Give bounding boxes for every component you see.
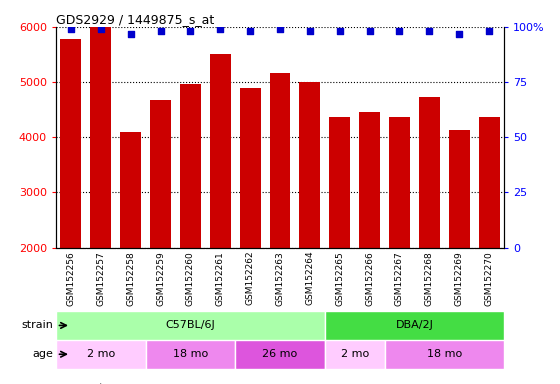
- Point: [126, 30, 135, 36]
- Bar: [56, 340, 146, 369]
- Bar: [325, 340, 385, 369]
- Text: 2 mo: 2 mo: [340, 349, 369, 359]
- Bar: [120, 132, 141, 248]
- Point: [156, 28, 165, 35]
- Text: DBA/2J: DBA/2J: [395, 320, 433, 331]
- Text: GSM152259: GSM152259: [156, 251, 165, 306]
- Point: [96, 26, 105, 32]
- Bar: [56, 311, 325, 340]
- Bar: [325, 311, 504, 340]
- Text: GSM152267: GSM152267: [395, 251, 404, 306]
- Text: 2 mo: 2 mo: [87, 349, 115, 359]
- Text: GSM152268: GSM152268: [425, 251, 434, 306]
- Bar: [235, 340, 325, 369]
- Text: ■: ■: [59, 381, 71, 384]
- Text: strain: strain: [21, 320, 53, 331]
- Point: [455, 30, 464, 36]
- Text: GSM152265: GSM152265: [335, 251, 344, 306]
- Text: GSM152260: GSM152260: [186, 251, 195, 306]
- Text: GSM152262: GSM152262: [246, 251, 255, 306]
- Point: [335, 28, 344, 35]
- Point: [276, 26, 284, 32]
- Bar: [419, 97, 440, 248]
- Point: [484, 28, 493, 35]
- Point: [395, 28, 404, 35]
- Text: count: count: [73, 383, 104, 384]
- Text: 26 mo: 26 mo: [263, 349, 297, 359]
- Bar: [329, 117, 350, 248]
- Text: 18 mo: 18 mo: [173, 349, 208, 359]
- Text: GSM152257: GSM152257: [96, 251, 105, 306]
- Text: 18 mo: 18 mo: [427, 349, 462, 359]
- Bar: [449, 130, 470, 248]
- Text: GSM152269: GSM152269: [455, 251, 464, 306]
- Point: [305, 28, 314, 35]
- Point: [425, 28, 434, 35]
- Bar: [385, 340, 504, 369]
- Bar: [300, 81, 320, 248]
- Bar: [210, 54, 231, 248]
- Bar: [150, 100, 171, 248]
- Bar: [180, 84, 201, 248]
- Text: GSM152264: GSM152264: [305, 251, 314, 306]
- Bar: [359, 112, 380, 248]
- Text: GSM152261: GSM152261: [216, 251, 225, 306]
- Text: GSM152266: GSM152266: [365, 251, 374, 306]
- Point: [365, 28, 374, 35]
- Text: GSM152258: GSM152258: [126, 251, 135, 306]
- Text: GDS2929 / 1449875_s_at: GDS2929 / 1449875_s_at: [56, 13, 214, 26]
- Bar: [146, 340, 235, 369]
- Text: C57BL/6J: C57BL/6J: [166, 320, 215, 331]
- Bar: [60, 39, 81, 248]
- Bar: [269, 73, 291, 248]
- Bar: [479, 117, 500, 248]
- Text: GSM152270: GSM152270: [484, 251, 493, 306]
- Point: [67, 26, 76, 32]
- Point: [216, 26, 225, 32]
- Text: age: age: [32, 349, 53, 359]
- Point: [186, 28, 195, 35]
- Bar: [389, 118, 410, 248]
- Point: [246, 28, 255, 35]
- Bar: [90, 0, 111, 248]
- Text: GSM152256: GSM152256: [67, 251, 76, 306]
- Bar: [240, 88, 260, 248]
- Text: GSM152263: GSM152263: [276, 251, 284, 306]
